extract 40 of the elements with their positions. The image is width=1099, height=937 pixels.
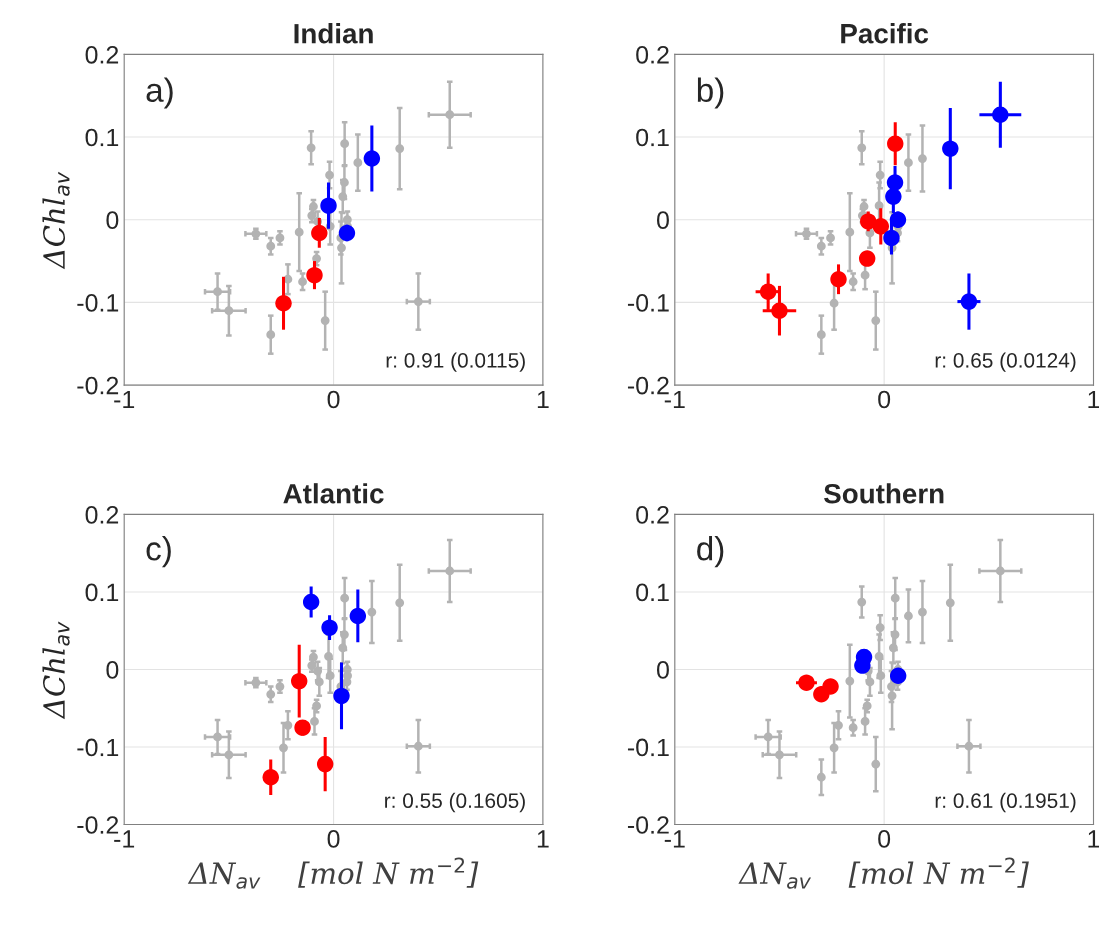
y-tick-label: 0.1 xyxy=(85,583,119,602)
y-axis-title: ΔChl$_{av}$ xyxy=(42,621,70,720)
y-tick-label: 0.1 xyxy=(636,128,669,147)
y-tick-label: 0.2 xyxy=(85,506,119,524)
annotation: r: 0.65 (0.0124) xyxy=(935,352,1076,372)
y-tick-label: 0.2 xyxy=(636,506,669,524)
annotation: d) xyxy=(697,536,724,568)
y-axis-title: ΔChl$_{av}$ xyxy=(42,171,70,270)
annotation: r: 0.61 (0.1951) xyxy=(935,792,1076,813)
x-tick-label: 0 xyxy=(327,830,340,848)
y-tick-label: -0.1 xyxy=(627,738,669,757)
x-tick-label: 0 xyxy=(878,830,891,848)
y-tick-label: 0.1 xyxy=(636,583,669,602)
x-tick-label: 1 xyxy=(1088,830,1099,848)
annotation: r: 0.91 (0.0115) xyxy=(386,352,525,372)
text: ΔN$_{av}$ [mol N m$^{−2}$] xyxy=(187,857,479,889)
annotation: c) xyxy=(146,536,171,568)
chart-title: Atlantic xyxy=(283,483,384,504)
chart-title: Pacific xyxy=(841,23,929,44)
text: ΔN$_{av}$ [mol N m$^{−2}$] xyxy=(738,857,1029,889)
y-tick-label: 0 xyxy=(106,661,119,679)
y-tick-label: -0.1 xyxy=(77,738,119,757)
x-tick-label: 1 xyxy=(537,390,549,409)
chart-title: Southern xyxy=(823,483,944,504)
y-tick-label: -0.1 xyxy=(77,294,119,312)
annotation: b) xyxy=(697,77,724,109)
y-tick-label: 0.2 xyxy=(636,45,669,64)
chart-title: Indian xyxy=(294,23,373,44)
x-tick-label: 1 xyxy=(1088,390,1099,409)
y-tick-label: -0.1 xyxy=(627,294,669,312)
annotation: r: 0.55 (0.1605) xyxy=(385,792,525,813)
x-tick-label: 1 xyxy=(537,830,549,848)
x-tick-label: 0 xyxy=(878,390,891,409)
x-tick-label: 0 xyxy=(327,390,340,409)
annotation: a) xyxy=(146,77,173,109)
y-tick-label: 0 xyxy=(657,661,669,679)
y-tick-label: 0.2 xyxy=(85,45,119,64)
y-tick-label: 0 xyxy=(657,211,669,230)
y-tick-label: 0 xyxy=(106,211,119,230)
y-tick-label: 0.1 xyxy=(85,128,119,147)
